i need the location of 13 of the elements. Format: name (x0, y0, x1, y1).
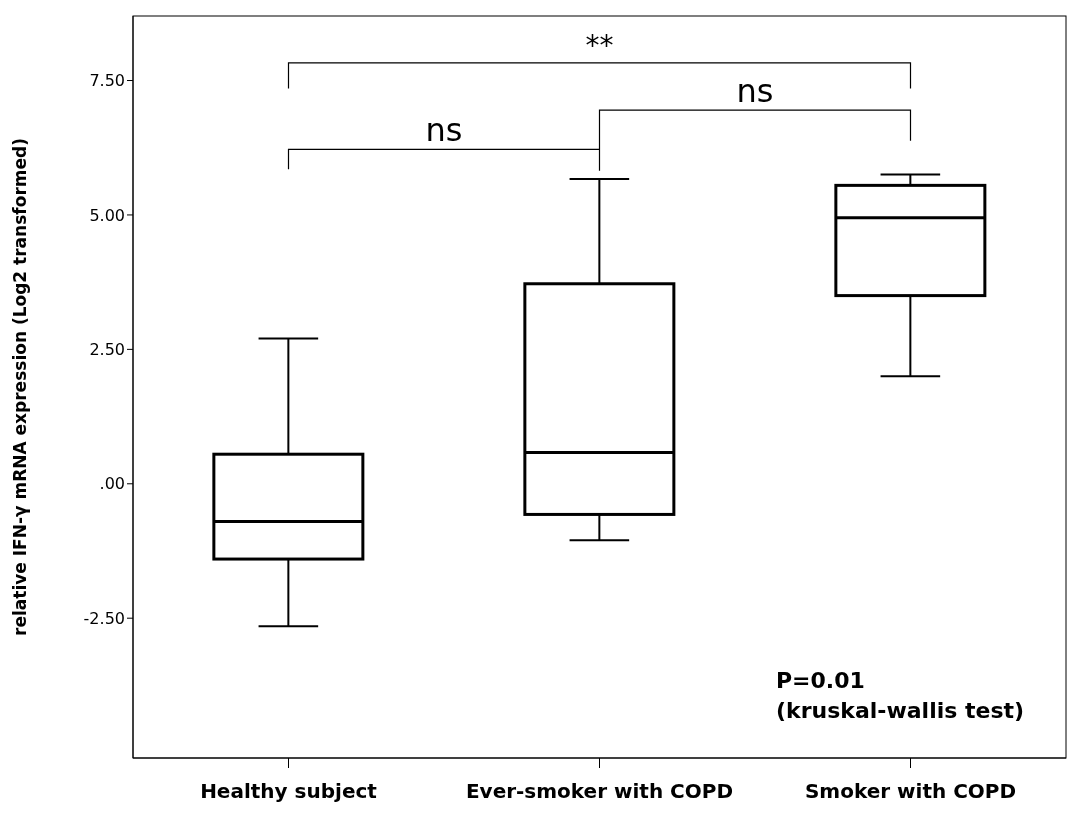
y-tick-label: .00 (99, 474, 125, 494)
y-tick-label: 2.50 (89, 340, 125, 360)
y-tick-label: -2.50 (83, 608, 125, 628)
annotation: ** (585, 28, 614, 62)
annotation: ns (736, 72, 774, 111)
y-tick-label: 7.50 (89, 71, 125, 91)
annotation: P=0.01 (kruskal-wallis test) (776, 668, 1025, 724)
x-tick-label: Ever-smoker with COPD (465, 779, 734, 804)
x-tick-label: Smoker with COPD (804, 779, 1017, 804)
y-axis-title: relative IFN-γ mRNA expression (Log2 transformed) (10, 138, 31, 636)
y-tick-label: 5.00 (89, 205, 125, 225)
annotation: ns (425, 111, 463, 150)
x-tick-label: Healthy subject (200, 779, 378, 804)
